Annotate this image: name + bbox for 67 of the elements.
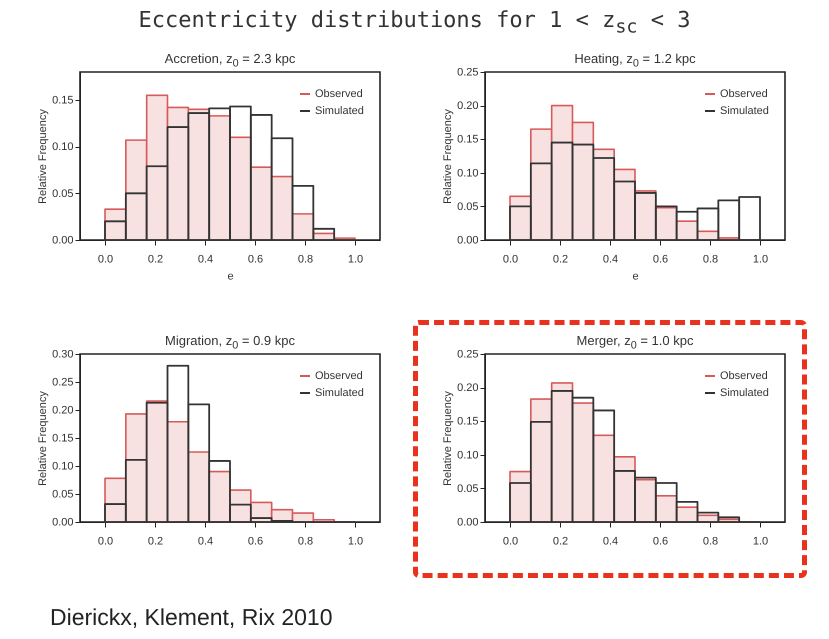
y-tick-label: 0.25 xyxy=(457,348,478,360)
y-axis-title: Relative Frequency xyxy=(37,390,50,486)
x-tick-label: 0.4 xyxy=(602,254,618,266)
x-tick-label: 0.6 xyxy=(652,536,668,548)
y-tick-label: 0.15 xyxy=(52,432,74,444)
y-tick-label: 0.05 xyxy=(457,200,478,213)
text: Eccentricity distributions for 1 < z$_{sc}$ < 3 xyxy=(138,8,692,38)
y-axis-title: Relative Frequency xyxy=(37,108,50,204)
x-tick-label: 1.0 xyxy=(348,254,364,266)
y-tick-label: 0.00 xyxy=(52,516,74,528)
chart-title: Migration, z$_{0}$ = 0.9 kpc xyxy=(164,332,296,352)
x-tick-label: 0.4 xyxy=(198,254,214,266)
chart-title: Merger, z$_{0}$ = 1.0 kpc xyxy=(576,332,694,352)
text: Dierickx, Klement, Rix 2010 xyxy=(50,604,332,631)
x-tick-label: 0.0 xyxy=(502,536,518,548)
x-axis-title: e xyxy=(632,270,639,282)
y-tick-label: 0.10 xyxy=(52,141,74,154)
x-tick-label: 0.0 xyxy=(98,536,114,548)
y-tick-label: 0.15 xyxy=(457,416,478,428)
x-tick-label: 0.2 xyxy=(148,254,164,266)
x-tick-label: 1.0 xyxy=(752,536,768,548)
y-tick-label: 0.00 xyxy=(457,516,478,528)
legend-label: Simulated xyxy=(720,387,769,399)
y-axis-title: Relative Frequency xyxy=(442,108,454,204)
x-tick-label: 0.2 xyxy=(552,536,568,548)
legend-label: Simulated xyxy=(315,105,364,117)
legend-label: Observed xyxy=(315,88,363,100)
x-tick-label: 1.0 xyxy=(348,536,364,548)
x-tick-label: 0.8 xyxy=(298,536,314,548)
y-tick-label: 0.05 xyxy=(52,488,74,500)
y-tick-label: 0.20 xyxy=(457,100,478,112)
y-tick-label: 0.05 xyxy=(457,482,478,495)
x-tick-label: 0.0 xyxy=(502,254,518,266)
x-tick-label: 1.0 xyxy=(752,254,768,266)
y-tick-label: 0.05 xyxy=(52,188,74,200)
y-tick-label: 0.10 xyxy=(457,449,478,462)
y-tick-label: 0.15 xyxy=(457,134,478,146)
x-tick-label: 0.8 xyxy=(298,254,314,266)
legend-label: Observed xyxy=(315,370,363,382)
y-tick-label: 0.00 xyxy=(457,234,478,246)
y-axis-title: Relative Frequency xyxy=(442,390,454,486)
x-tick-label: 0.6 xyxy=(248,254,264,266)
x-tick-label: 0.2 xyxy=(148,536,164,548)
legend-label: Observed xyxy=(720,88,768,100)
legend-label: Simulated xyxy=(315,387,364,399)
y-tick-label: 0.00 xyxy=(52,234,74,246)
chart-title: Accretion, z$_{0}$ = 2.3 kpc xyxy=(164,50,296,70)
x-tick-label: 0.0 xyxy=(98,254,114,266)
x-tick-label: 0.2 xyxy=(552,254,568,266)
y-tick-label: 0.20 xyxy=(52,404,74,416)
x-tick-label: 0.6 xyxy=(652,254,668,266)
y-tick-label: 0.20 xyxy=(457,382,478,394)
x-tick-label: 0.8 xyxy=(702,536,718,548)
chart-title: Heating, z$_{0}$ = 1.2 kpc xyxy=(573,50,697,70)
y-tick-label: 0.10 xyxy=(457,167,478,180)
x-axis-title: e xyxy=(227,270,234,282)
x-tick-label: 0.4 xyxy=(602,536,618,548)
y-tick-label: 0.15 xyxy=(52,94,74,106)
y-tick-label: 0.25 xyxy=(52,376,74,388)
x-tick-label: 0.4 xyxy=(198,536,214,548)
legend-label: Simulated xyxy=(720,105,769,117)
y-tick-label: 0.10 xyxy=(52,460,74,472)
x-tick-label: 0.6 xyxy=(248,536,264,548)
y-tick-label: 0.30 xyxy=(52,348,74,360)
x-tick-label: 0.8 xyxy=(702,254,718,266)
legend-label: Observed xyxy=(720,370,768,382)
y-tick-label: 0.25 xyxy=(457,66,478,78)
